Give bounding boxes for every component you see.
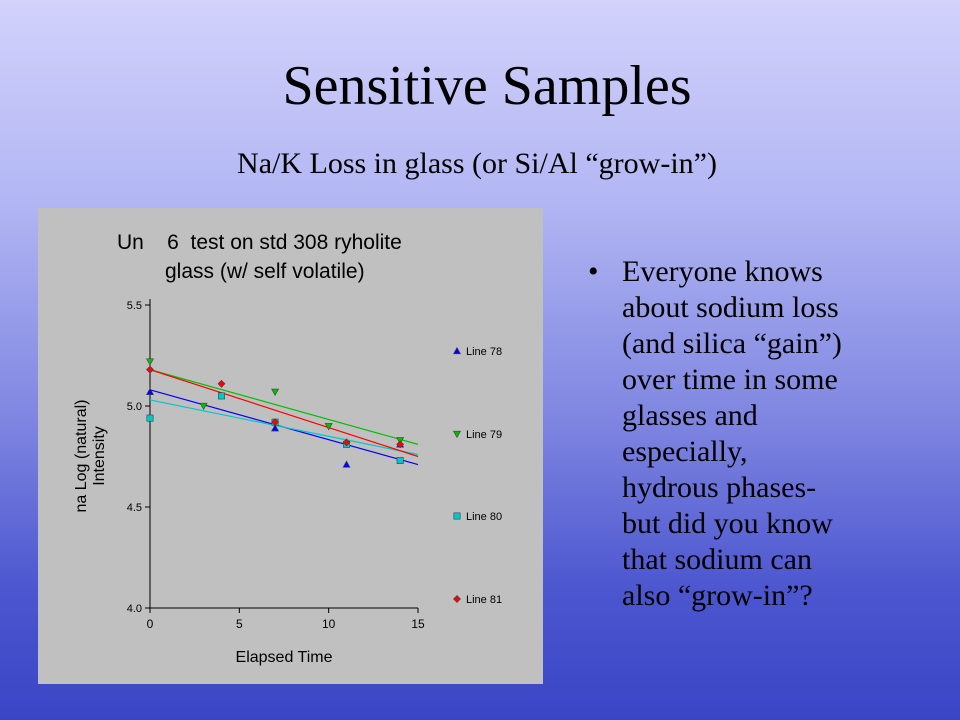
y-axis-label: na Log (natural) Intensity <box>73 400 108 513</box>
bullet-line: glasses and <box>622 399 758 432</box>
slide-title: Sensitive Samples <box>282 55 692 117</box>
bullet-line: (and silica “gain”) <box>622 327 842 360</box>
y-tick-label: 4.0 <box>127 603 142 615</box>
x-tick-label: 0 <box>147 617 154 631</box>
x-tick-label: 15 <box>411 617 425 631</box>
bullet-line: Everyone knows <box>622 255 823 288</box>
data-point-line-80 <box>146 414 154 422</box>
chart-title: Un 6 test on std 308 ryholite glass (w/ s… <box>117 231 402 283</box>
data-point-line-81 <box>217 379 226 388</box>
legend-label: Line 81 <box>466 594 502 606</box>
bullet-line: about sodium loss <box>622 291 839 324</box>
bullet-line: especially, <box>622 435 748 468</box>
legend-item-line-81: Line 81 <box>453 594 502 606</box>
chart-axes <box>149 299 418 609</box>
fit-line-line-80 <box>149 399 419 456</box>
bullet-line: but did you know <box>622 507 833 540</box>
data-point-line-80 <box>396 457 404 464</box>
x-tick-label: 5 <box>236 617 243 631</box>
data-point-line-79 <box>271 388 280 396</box>
x-axis-label: Elapsed Time <box>236 649 333 666</box>
data-point-line-79 <box>324 423 333 431</box>
x-tick-label: 10 <box>322 617 336 631</box>
y-tick-label: 4.5 <box>127 502 142 514</box>
legend-label: Line 79 <box>466 429 502 441</box>
legend-item-line-80: Line 80 <box>453 511 502 523</box>
y-tick-label: 5.0 <box>127 401 142 413</box>
y-tick-label: 5.5 <box>127 300 142 312</box>
bullet-line: that sodium can <box>622 543 812 576</box>
legend-marker-icon <box>453 512 461 520</box>
data-point-line-78 <box>342 460 351 468</box>
data-point-line-80 <box>218 392 225 400</box>
slide-subtitle: Na/K Loss in glass (or Si/Al “grow-in”) <box>237 147 717 180</box>
legend-marker-icon <box>452 346 462 355</box>
data-point-line-81 <box>271 418 279 427</box>
legend-label: Line 78 <box>466 346 502 358</box>
bullet-line: hydrous phases- <box>622 471 817 504</box>
chart-ticks: 4.0 4.5 5.0 5.5 0 5 10 15 <box>127 300 425 631</box>
chart-legend: Line 78 Line 79 Line 80 Line 81 <box>452 346 502 606</box>
chart-title-line: glass (w/ self volatile) <box>165 260 365 283</box>
legend-item-line-79: Line 79 <box>452 429 502 441</box>
bullet-text: Everyone knows about sodium loss (and si… <box>622 254 922 614</box>
data-point-line-78 <box>271 424 280 432</box>
data-point-line-81 <box>396 440 405 449</box>
legend-marker-icon <box>452 430 462 439</box>
y-axis-label-line: na Log (natural) <box>73 400 90 513</box>
data-point-line-79 <box>199 402 208 411</box>
data-points <box>145 358 405 468</box>
data-point-line-78 <box>145 387 155 395</box>
y-axis-label-line: Intensity <box>91 426 108 486</box>
data-point-line-79 <box>145 358 155 366</box>
chart-panel: Un 6 test on std 308 ryholite glass (w/ s… <box>38 208 543 684</box>
fit-line-line-79 <box>149 369 419 445</box>
data-point-line-81 <box>342 438 351 447</box>
legend-marker-icon <box>453 595 461 603</box>
legend-label: Line 80 <box>466 511 502 523</box>
bullet-point-icon: • <box>588 255 599 288</box>
legend-item-line-78: Line 78 <box>452 346 502 358</box>
chart-title-line: Un 6 test on std 308 ryholite <box>117 231 402 254</box>
fit-lines <box>149 369 419 466</box>
fit-line-line-81 <box>149 369 419 458</box>
data-point-line-81 <box>146 365 154 374</box>
scatter-chart: Un 6 test on std 308 ryholite glass (w/ s… <box>73 231 502 666</box>
bullet-line: over time in some <box>622 363 838 396</box>
bullet-line: also “grow-in”? <box>622 579 813 612</box>
